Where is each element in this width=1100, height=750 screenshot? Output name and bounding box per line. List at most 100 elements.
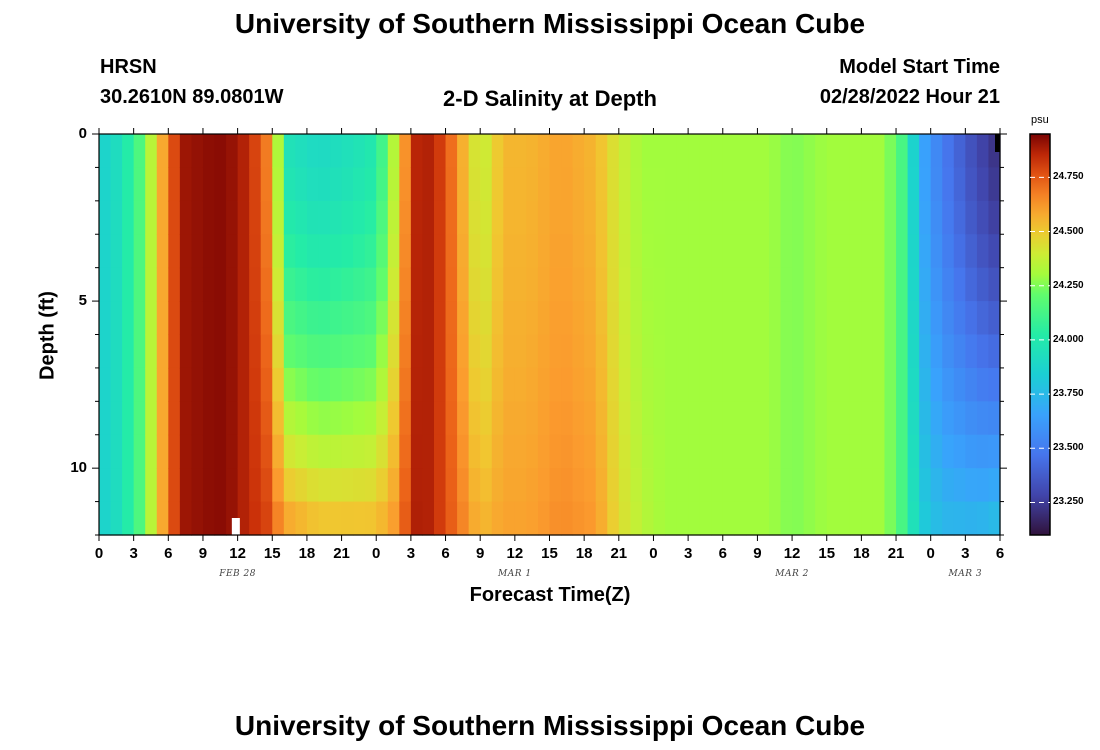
heatmap-cell (792, 301, 805, 336)
heatmap-cell (595, 401, 608, 436)
heatmap-cell (110, 434, 123, 469)
heatmap-cell (364, 200, 377, 235)
heatmap-cell (919, 434, 932, 469)
heatmap-cell (226, 334, 239, 369)
heatmap-cell (780, 267, 793, 302)
heatmap-cell (318, 234, 331, 269)
heatmap-cell (838, 267, 851, 302)
heatmap-cell (595, 167, 608, 202)
heatmap-cell (133, 134, 146, 169)
heatmap-cell (468, 200, 481, 235)
heatmap-cell (480, 468, 493, 503)
heatmap-cell (653, 401, 666, 436)
y-tick-label: 10 (70, 459, 87, 477)
heatmap-cell (179, 501, 193, 536)
heatmap-cell (260, 434, 273, 469)
heatmap-cell (792, 234, 805, 269)
heatmap-cell (179, 134, 193, 169)
heatmap-cell (422, 401, 435, 436)
heatmap-cell (295, 134, 308, 169)
colorbar-tick-label: 23.500 (1053, 442, 1084, 454)
heatmap-cell (99, 234, 112, 269)
heatmap-cell (722, 134, 735, 169)
heatmap-cell (110, 401, 123, 436)
heatmap-cell (399, 468, 412, 503)
heatmap-cell (457, 167, 470, 202)
heatmap-cell (699, 267, 712, 302)
heatmap-cell (803, 367, 816, 402)
heatmap-cell (191, 234, 204, 269)
heatmap-cell (826, 234, 839, 269)
heatmap-cell (861, 267, 874, 302)
heatmap-cell (110, 468, 123, 503)
heatmap-cell (330, 234, 343, 269)
heatmap-cell (768, 200, 782, 235)
heatmap-cell (965, 434, 978, 469)
heatmap-cell (306, 501, 320, 536)
y-tick-label: 5 (78, 292, 87, 310)
heatmap-cell (179, 434, 193, 469)
heatmap-cell (907, 367, 920, 402)
heatmap-cell (630, 434, 643, 469)
x-date-label: MAR 1 (498, 569, 532, 579)
heatmap-cell (930, 434, 943, 469)
heatmap-cell (768, 234, 782, 269)
heatmap-cell (896, 200, 909, 235)
heatmap-cell (688, 334, 701, 369)
heatmap-cell (202, 367, 216, 402)
heatmap-cell (549, 468, 562, 503)
heatmap-cell (607, 134, 620, 169)
heatmap-cell (468, 468, 481, 503)
heatmap-cell (260, 468, 273, 503)
heatmap-cell (514, 468, 527, 503)
heatmap-cell (780, 134, 793, 169)
heatmap-cell (226, 468, 239, 503)
heatmap-cell (653, 200, 666, 235)
heatmap-cell (561, 301, 574, 336)
heatmap-cell (618, 167, 631, 202)
heatmap-cell (618, 267, 631, 302)
heatmap-cell (445, 501, 458, 536)
heatmap-cell (976, 234, 990, 269)
heatmap-cell (641, 334, 655, 369)
heatmap-cell (387, 234, 400, 269)
heatmap-cell (768, 167, 782, 202)
heatmap-cell (122, 267, 135, 302)
heatmap-cell (283, 134, 296, 169)
heatmap-cell (988, 334, 1001, 369)
heatmap-cell (99, 401, 112, 436)
heatmap-cell (99, 301, 112, 336)
heatmap-cell (930, 134, 943, 169)
heatmap-cell (595, 200, 608, 235)
heatmap-cell (457, 200, 470, 235)
heatmap-cell (976, 468, 990, 503)
heatmap-cell (976, 301, 990, 336)
heatmap-cell (595, 301, 608, 336)
x-axis-label: Forecast Time(Z) (469, 584, 631, 606)
heatmap-cell (745, 200, 759, 235)
heatmap-cell (145, 468, 158, 503)
heatmap-cell (491, 367, 504, 402)
heatmap-cell (745, 234, 759, 269)
heatmap-cell (156, 301, 169, 336)
heatmap-cell (514, 367, 527, 402)
heatmap-cell (341, 301, 354, 336)
heatmap-cell (919, 134, 932, 169)
heatmap-cell (122, 401, 135, 436)
heatmap-cell (838, 501, 851, 536)
heatmap-cell (237, 134, 250, 169)
heatmap-cell (133, 401, 146, 436)
heatmap-cell (896, 401, 909, 436)
heatmap-cell (202, 167, 216, 202)
heatmap-cell (930, 301, 943, 336)
heatmap-cell (826, 167, 839, 202)
heatmap-cell (353, 267, 366, 302)
heatmap-cell (988, 501, 1001, 536)
heatmap-cell (237, 334, 250, 369)
heatmap-cell (792, 501, 805, 536)
heatmap-cell (110, 334, 123, 369)
heatmap-cell (191, 267, 204, 302)
heatmap-cell (792, 334, 805, 369)
colorbar-tick-label: 23.750 (1053, 388, 1084, 400)
x-tick-label: 15 (263, 545, 281, 562)
